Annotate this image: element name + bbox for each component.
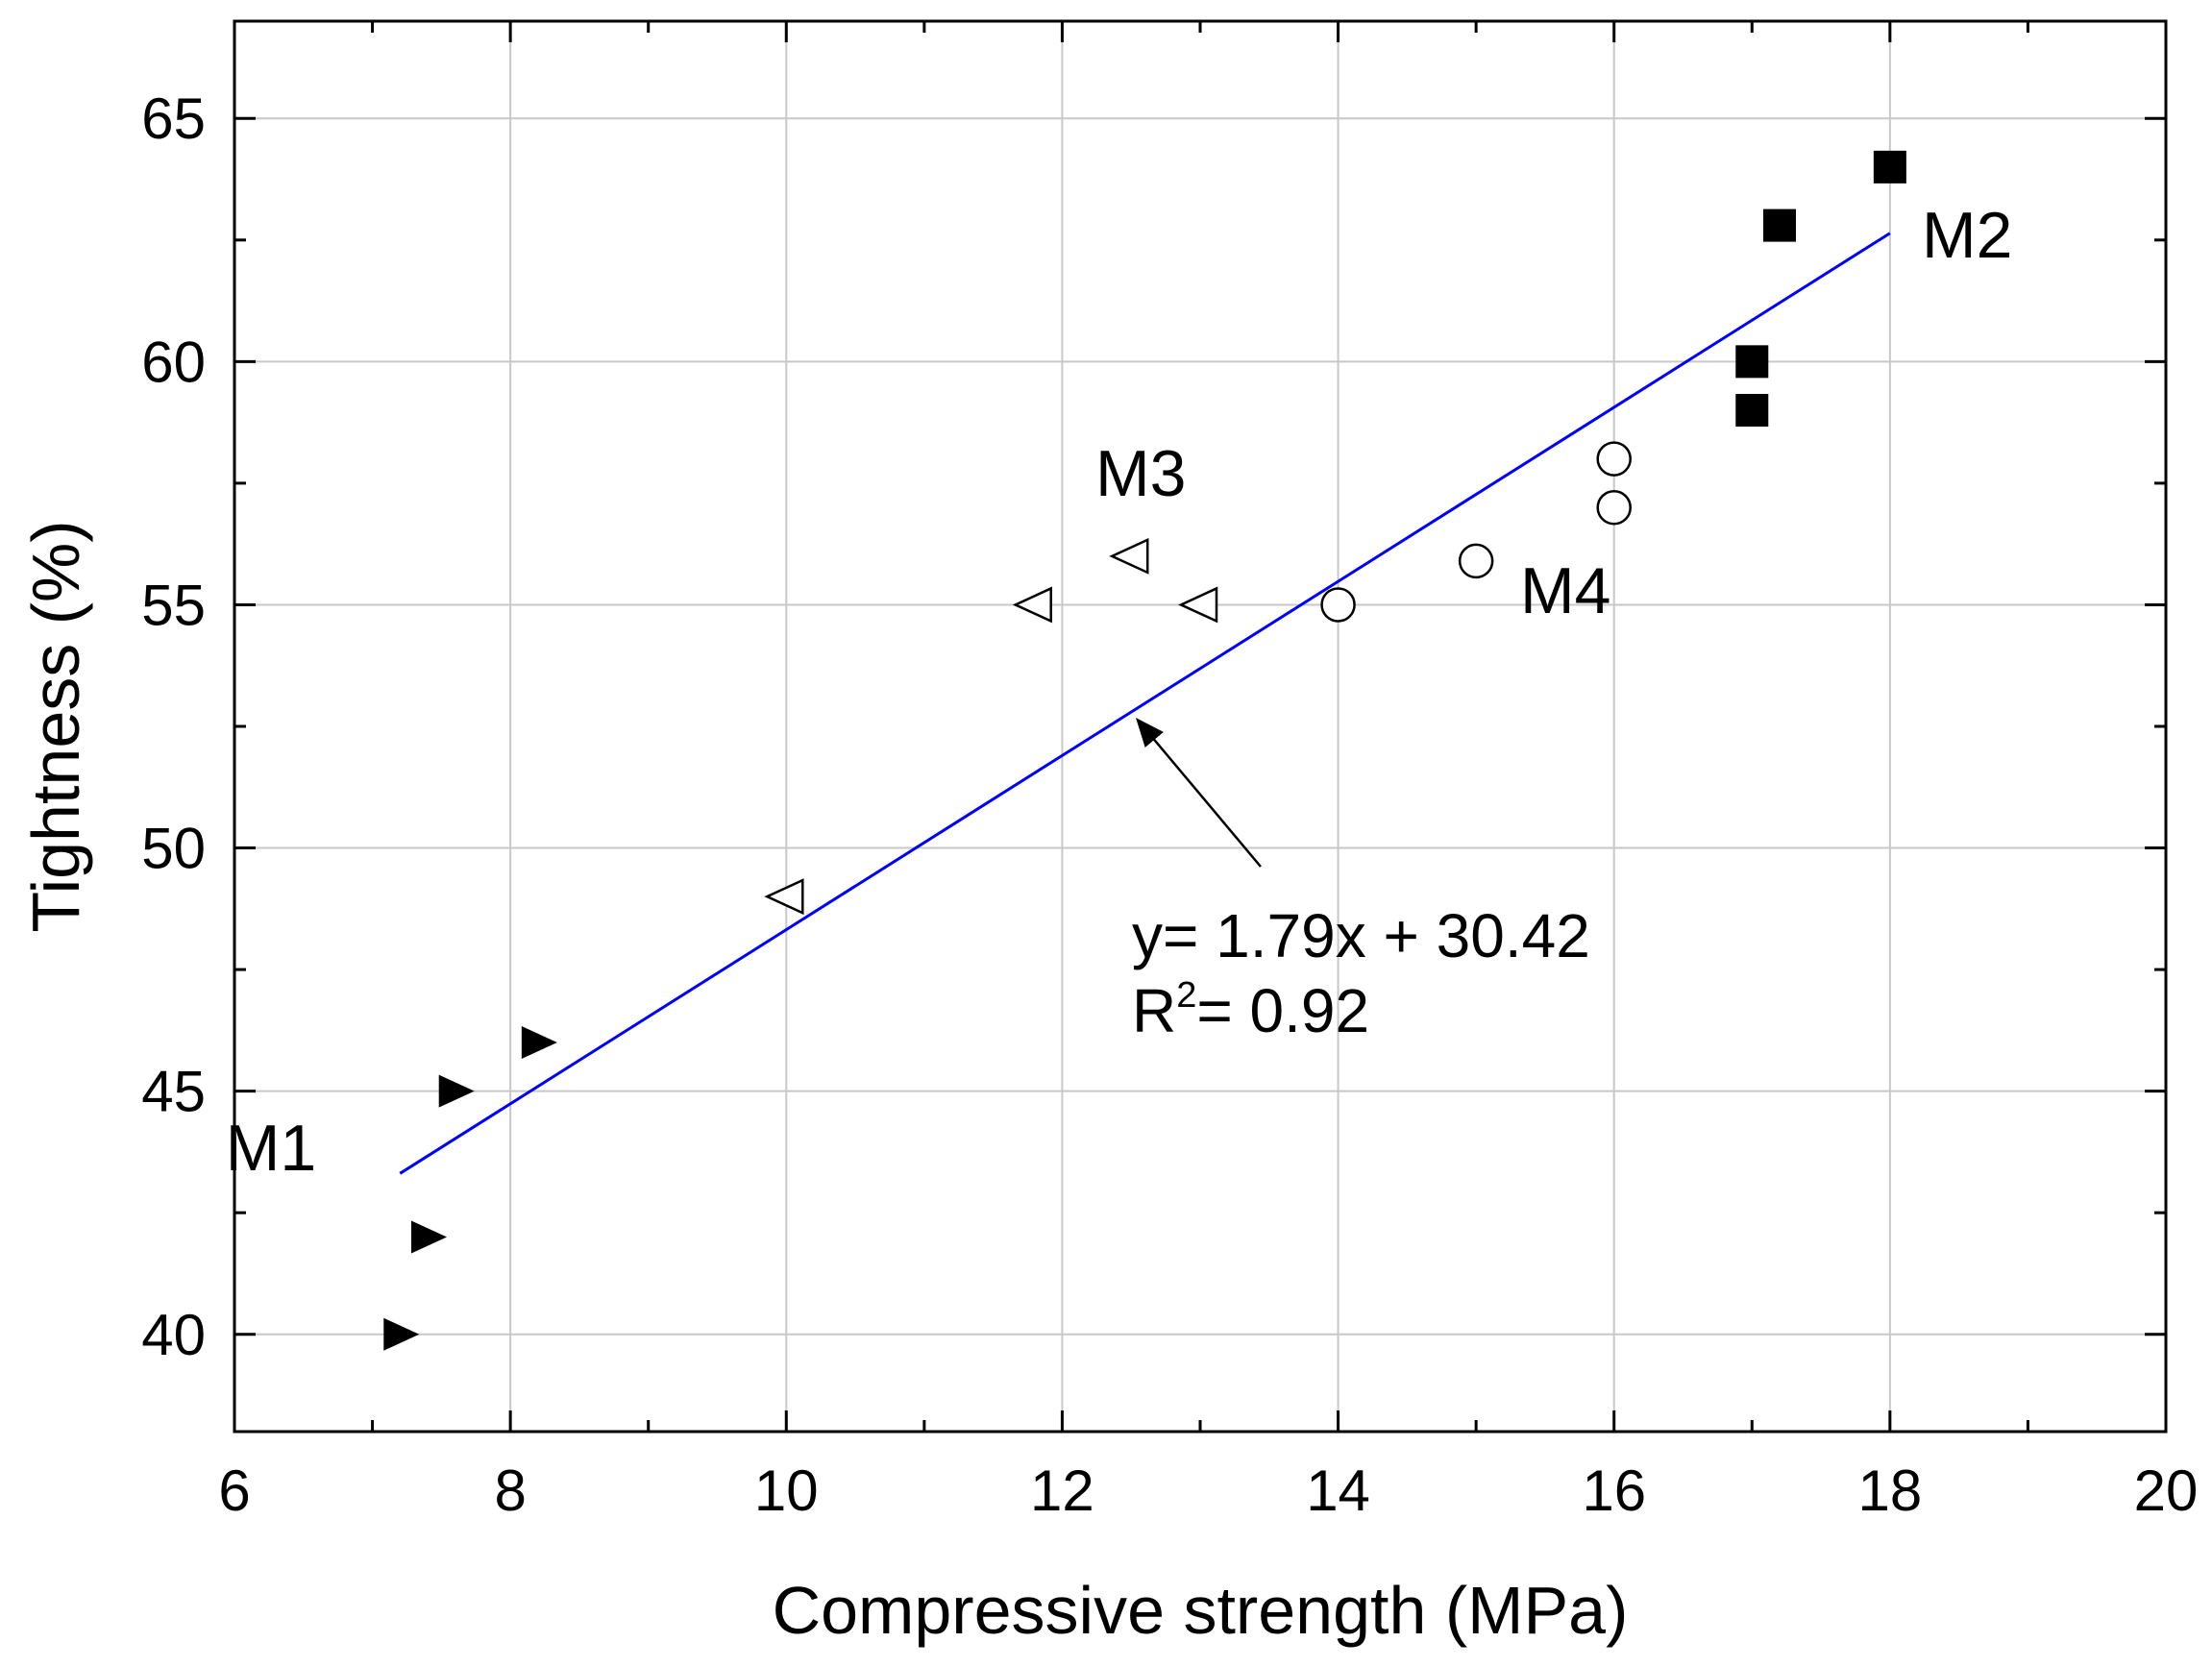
point-m4: [1458, 543, 1494, 579]
series-label-m4: M4: [1520, 554, 1610, 627]
point-m1: [383, 1317, 420, 1351]
x-tick-label: 20: [2134, 1459, 2199, 1523]
plot-frame: [233, 19, 2168, 1434]
r-squared-label: R2= 0.92: [1132, 975, 1369, 1045]
point-m3: [1109, 537, 1149, 575]
point-m3: [1178, 586, 1218, 624]
series-label-m1: M1: [226, 1112, 316, 1185]
x-tick-label: 12: [1030, 1459, 1094, 1523]
series-label-m2: M2: [1922, 199, 2012, 272]
point-m3: [764, 878, 804, 916]
point-m3: [1012, 586, 1052, 624]
point-m2: [1873, 150, 1906, 184]
fit-line: [399, 232, 1891, 1175]
equation-arrow: [1136, 717, 1262, 868]
x-tick-label: 6: [218, 1459, 250, 1523]
r-squared-superscript: 2: [1176, 975, 1196, 1016]
x-tick-label: 10: [754, 1459, 819, 1523]
data-points: [383, 150, 1906, 1351]
axes: [233, 19, 2168, 1434]
y-tick-label: 65: [141, 86, 206, 151]
y-tick-label: 40: [141, 1303, 206, 1367]
chart-text: 6 8 10 12 14 16 18 20 40 45 50 55 60 65 Compressive st…: [18, 86, 2198, 1648]
y-tick-label: 55: [141, 573, 206, 637]
point-m1: [521, 1026, 557, 1060]
point-m2: [1735, 393, 1769, 427]
x-tick-label: 16: [1582, 1459, 1646, 1523]
y-tick-label: 60: [141, 330, 206, 394]
point-m2: [1735, 345, 1769, 379]
x-tick-label: 8: [494, 1459, 526, 1523]
x-axis-title: Compressive strength (MPa): [773, 1573, 1629, 1648]
point-m2: [1763, 208, 1796, 242]
point-m4: [1596, 441, 1632, 477]
y-tick-label: 50: [141, 817, 206, 881]
x-tick-label: 14: [1306, 1459, 1370, 1523]
point-m4: [1596, 489, 1632, 526]
r-squared-value: = 0.92: [1196, 976, 1369, 1045]
fit-line-group: [399, 232, 1891, 1175]
y-tick-label: 45: [141, 1060, 206, 1124]
series-label-m3: M3: [1095, 437, 1186, 510]
x-tick-label: 18: [1857, 1459, 1922, 1523]
r-squared-symbol: R: [1132, 976, 1176, 1045]
point-m1: [438, 1074, 475, 1108]
point-m1: [411, 1220, 447, 1254]
y-axis-title: Tightness (%): [18, 520, 93, 932]
grid: [233, 21, 2167, 1432]
equation-label: y= 1.79x + 30.42: [1132, 901, 1590, 970]
point-m4: [1320, 587, 1356, 623]
